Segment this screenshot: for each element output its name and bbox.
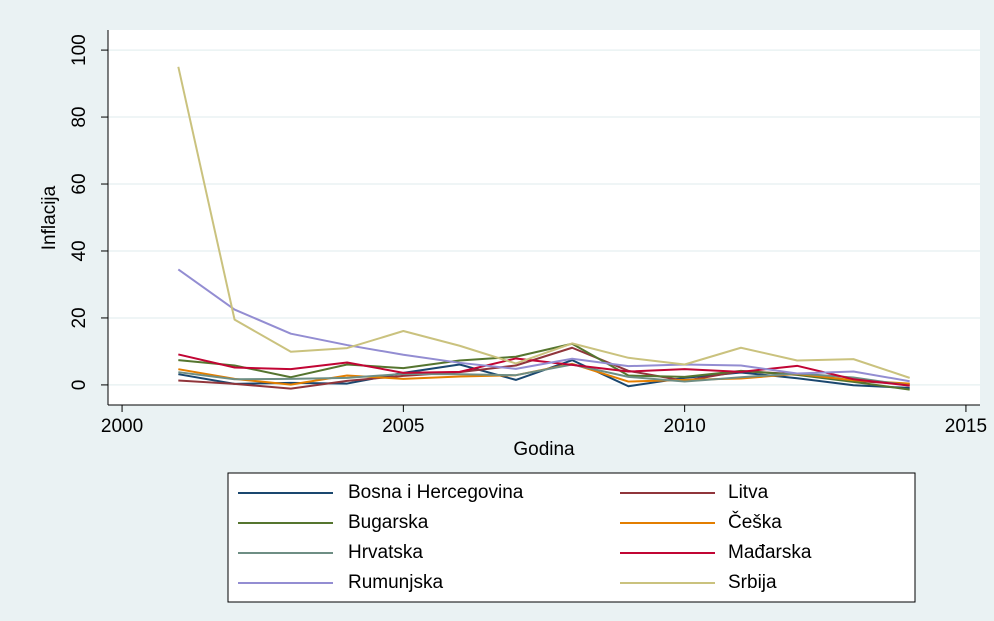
legend-label: Litva xyxy=(728,482,769,503)
y-tick-label: 60 xyxy=(69,173,90,194)
legend xyxy=(227,472,916,603)
x-axis-label: Godina xyxy=(513,439,575,460)
legend-label: Hrvatska xyxy=(348,542,423,563)
legend-label: Rumunjska xyxy=(348,572,443,593)
x-tick-label: 2015 xyxy=(945,416,987,437)
legend-label: Mađarska xyxy=(728,542,812,563)
series-line xyxy=(178,353,910,387)
legend-label: Bosna i Hercegovina xyxy=(348,482,524,503)
legend-label: Češka xyxy=(728,511,782,533)
plot-area xyxy=(108,30,980,405)
y-tick-label: 100 xyxy=(69,34,90,66)
y-axis-label: Inflacija xyxy=(39,185,60,250)
y-tick-label: 40 xyxy=(69,240,90,261)
x-tick-label: 2010 xyxy=(664,416,706,437)
x-tick-label: 2005 xyxy=(382,416,424,437)
y-tick-label: 0 xyxy=(69,380,90,391)
y-tick-label: 80 xyxy=(69,106,90,127)
y-tick-label: 20 xyxy=(69,307,90,328)
x-tick-label: 2000 xyxy=(101,416,143,437)
legend-label: Srbija xyxy=(728,572,777,593)
legend-label: Bugarska xyxy=(348,512,429,533)
series-line xyxy=(178,363,910,387)
series-line xyxy=(177,66,910,379)
series-line xyxy=(177,268,910,383)
